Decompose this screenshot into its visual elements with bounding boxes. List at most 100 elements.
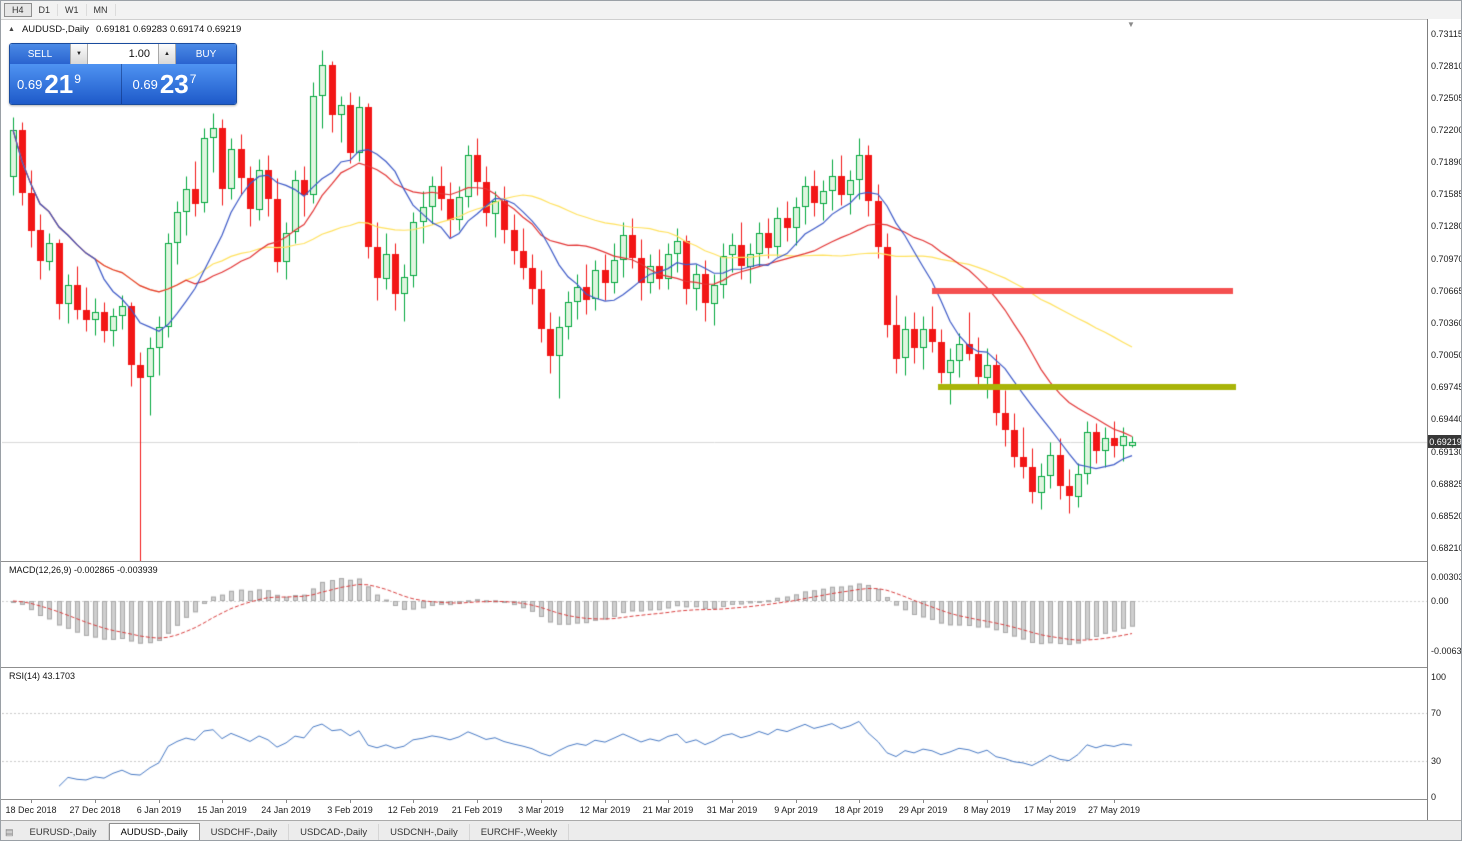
- sell-button[interactable]: SELL: [10, 44, 70, 64]
- rsi-axis-label: 0: [1431, 792, 1437, 802]
- chart-symbol-label: AUDUSD-,Daily: [21, 24, 89, 35]
- sell-price-pips: 21: [44, 69, 74, 99]
- timeframe-button-d1[interactable]: D1: [32, 4, 59, 16]
- price-axis-label: 0.70050: [1431, 350, 1462, 361]
- buy-price-display[interactable]: 0.69 23 7: [120, 64, 237, 104]
- macd-indicator-label: MACD(12,26,9) -0.002865 -0.003939: [9, 565, 158, 575]
- buy-button[interactable]: BUY: [176, 44, 236, 64]
- chart-ohlc-values: 0.69181 0.69283 0.69174 0.69219: [95, 24, 242, 35]
- panel-separator[interactable]: [1, 667, 1461, 668]
- date-axis-tick: [796, 800, 797, 803]
- price-axis-label: 0.72200: [1431, 124, 1462, 135]
- date-axis-label: 21 Mar 2019: [642, 805, 694, 815]
- chart-ohlc-header: ▲ AUDUSD-,Daily 0.69181 0.69283 0.69174 …: [8, 24, 241, 35]
- date-axis-tick: [477, 800, 478, 803]
- date-axis-label: 15 Jan 2019: [197, 805, 247, 815]
- price-axis-label: 0.73115: [1431, 29, 1462, 39]
- date-axis-tick: [1050, 800, 1051, 803]
- sell-price-display[interactable]: 0.69 21 9: [10, 64, 121, 104]
- date-axis-label: 21 Feb 2019: [451, 805, 503, 815]
- date-axis-tick: [286, 800, 287, 803]
- volume-increment-icon[interactable]: ▲: [158, 44, 176, 64]
- date-axis-tick: [923, 800, 924, 803]
- date-axis-label: 6 Jan 2019: [136, 805, 182, 815]
- price-axis-label: 0.71585: [1431, 189, 1462, 200]
- rsi-panel-canvas[interactable]: [2, 667, 1427, 799]
- price-axis-label: 0.72505: [1431, 92, 1462, 103]
- price-axis-label: 0.72810: [1431, 60, 1462, 71]
- time-axis-line: [1, 799, 1461, 800]
- price-axis-label: 0.69130: [1431, 446, 1462, 457]
- timeframe-button-h4[interactable]: H4: [4, 3, 32, 17]
- date-axis-label: 29 Apr 2019: [898, 805, 948, 815]
- chart-tab-eurusd-daily[interactable]: EURUSD-,Daily: [19, 824, 109, 840]
- volume-decrement-icon[interactable]: ▼: [70, 44, 88, 64]
- date-axis-tick: [732, 800, 733, 803]
- date-axis-tick: [859, 800, 860, 803]
- date-axis-tick: [1114, 800, 1115, 803]
- price-axis-label: 0.68520: [1431, 510, 1462, 521]
- date-axis-label: 17 May 2019: [1023, 805, 1077, 815]
- buy-price-big-figure: 0.69: [132, 76, 158, 92]
- current-price-tag: 0.69219: [1428, 435, 1462, 449]
- buy-price-point: 7: [189, 71, 197, 86]
- date-axis-tick: [413, 800, 414, 803]
- price-axis-label: 0.70360: [1431, 317, 1462, 328]
- date-axis-label: 3 Mar 2019: [518, 805, 564, 815]
- date-axis-label: 12 Mar 2019: [579, 805, 631, 815]
- price-axis[interactable]: 0.69219 0.73115 0.72810 0.72505 0.72200 0.71…: [1427, 19, 1462, 820]
- macd-axis-label: 0.00: [1431, 596, 1449, 606]
- date-axis-tick: [541, 800, 542, 803]
- date-axis-tick: [31, 800, 32, 803]
- chart-tab-usdcnh-daily[interactable]: USDCNH-,Daily: [379, 824, 470, 840]
- date-axis-label: 3 Feb 2019: [327, 805, 373, 815]
- rsi-axis-label: 70: [1431, 708, 1442, 718]
- timeframe-button-mn[interactable]: MN: [87, 4, 116, 16]
- chart-tab-bar: ▤ EURUSD-,Daily AUDUSD-,Daily USDCHF-,Dail…: [1, 820, 1461, 840]
- panel-separator[interactable]: [1, 561, 1461, 562]
- rsi-axis-label: 30: [1431, 756, 1442, 766]
- date-axis-tick: [605, 800, 606, 803]
- price-axis-label: 0.71280: [1431, 221, 1462, 232]
- date-axis-label: 12 Feb 2019: [387, 805, 439, 815]
- chart-tab-eurchf-weekly[interactable]: EURCHF-,Weekly: [470, 824, 570, 840]
- macd-panel-canvas[interactable]: [2, 561, 1427, 667]
- chart-tab-audusd-daily[interactable]: AUDUSD-,Daily: [108, 823, 200, 840]
- price-axis-label: 0.69440: [1431, 414, 1462, 425]
- main-chart-canvas[interactable]: [2, 19, 1427, 561]
- rsi-indicator-label: RSI(14) 43.1703: [9, 671, 76, 681]
- chart-tab-usdcad-daily[interactable]: USDCAD-,Daily: [289, 824, 380, 840]
- macd-axis-label: 0.00303: [1431, 571, 1462, 582]
- date-axis-label: 27 Dec 2018: [69, 805, 121, 815]
- price-axis-label: 0.71890: [1431, 157, 1462, 168]
- date-axis-tick: [987, 800, 988, 803]
- chart-shift-marker-icon[interactable]: ▼: [1127, 20, 1135, 29]
- volume-input[interactable]: [88, 44, 158, 64]
- timeframe-toolbar: H4 D1 W1 MN: [1, 1, 1461, 20]
- date-axis[interactable]: 18 Dec 2018 27 Dec 2018 6 Jan 2019 15 Jan 2…: [1, 800, 1427, 820]
- date-axis-tick: [350, 800, 351, 803]
- date-axis-label: 31 Mar 2019: [706, 805, 758, 815]
- date-axis-tick: [222, 800, 223, 803]
- one-click-collapse-icon[interactable]: ▲: [8, 26, 15, 33]
- date-axis-label: 24 Jan 2019: [261, 805, 311, 815]
- date-axis-tick: [159, 800, 160, 803]
- sell-price-big-figure: 0.69: [17, 76, 43, 92]
- tab-list-icon[interactable]: ▤: [5, 827, 14, 837]
- price-axis-label: 0.68825: [1431, 478, 1462, 489]
- date-axis-label: 9 Apr 2019: [774, 805, 818, 815]
- date-axis-label: 27 May 2019: [1087, 805, 1141, 815]
- price-axis-label: 0.70970: [1431, 253, 1462, 264]
- one-click-trading-panel: SELL ▼ ▲ BUY 0.69 21 9 0.69 23 7: [9, 43, 237, 105]
- price-axis-label: 0.69745: [1431, 382, 1462, 393]
- date-axis-tick: [668, 800, 669, 803]
- chart-tab-usdchf-daily[interactable]: USDCHF-,Daily: [200, 824, 290, 840]
- timeframe-button-w1[interactable]: W1: [58, 4, 87, 16]
- buy-price-pips: 23: [159, 69, 189, 99]
- date-axis-tick: [95, 800, 96, 803]
- rsi-axis-label: 100: [1431, 672, 1447, 682]
- date-axis-label: 18 Dec 2018: [5, 805, 57, 815]
- price-axis-label: 0.68210: [1431, 543, 1462, 553]
